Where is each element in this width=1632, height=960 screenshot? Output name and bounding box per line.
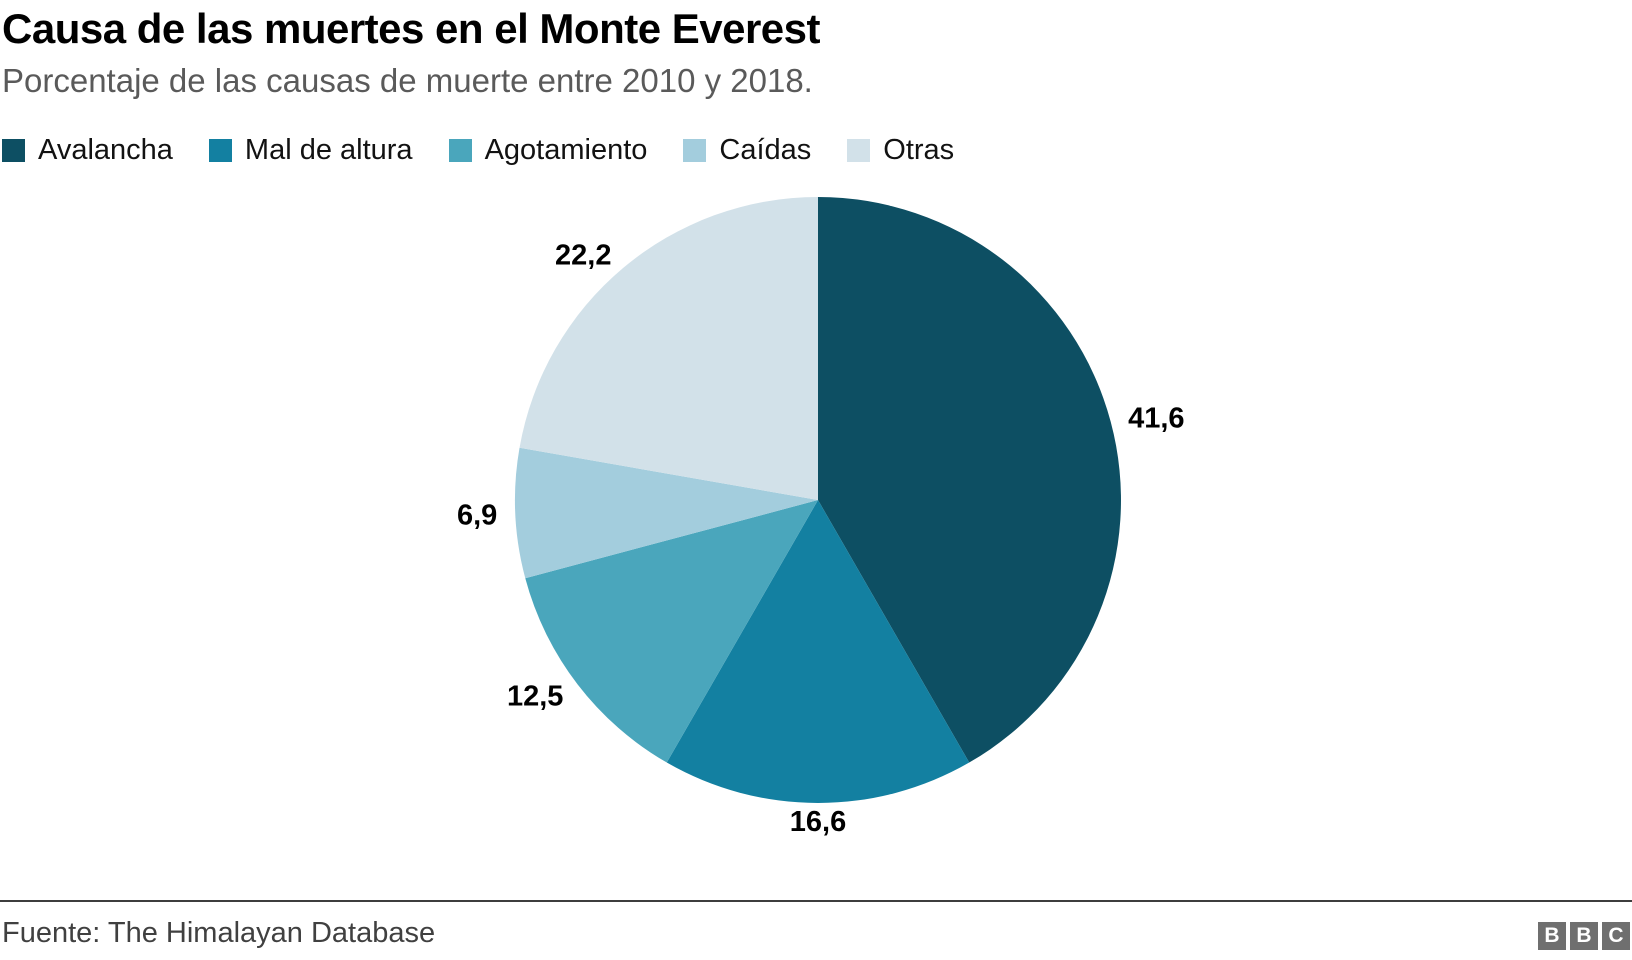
legend-swatch-icon	[448, 139, 472, 163]
legend-label: Otras	[883, 134, 955, 167]
bbc-logo-block: B	[1538, 922, 1566, 950]
legend-label: Agotamiento	[484, 134, 648, 167]
legend-swatch-icon	[2, 139, 25, 163]
legend-swatch-icon	[847, 139, 871, 163]
slice-value-label-caidas: 6,9	[457, 499, 497, 531]
chart-title: Causa de las muertes en el Monte Everest	[2, 5, 821, 52]
legend-label: Mal de altura	[244, 134, 413, 167]
slice-value-label-agotamiento: 12,5	[507, 681, 563, 713]
pie-slice-mal-de-altura	[666, 500, 970, 803]
pie-slice-otras	[519, 196, 818, 500]
slice-value-label-avalancha: 41,6	[1128, 402, 1184, 434]
legend-item-avalancha: Avalancha	[2, 134, 173, 167]
pie-slice-agotamiento	[525, 500, 818, 763]
legend-label: Caídas	[719, 134, 812, 167]
pie-slice-caidas	[514, 447, 818, 579]
legend-swatch-icon	[683, 139, 707, 163]
bbc-logo-block: C	[1602, 922, 1630, 950]
pie-chart: 41,6 16,6 12,5 6,9 22,2	[0, 178, 1632, 878]
legend-item-agotamiento: Agotamiento	[448, 134, 648, 167]
slice-value-label-otras: 22,2	[555, 239, 611, 271]
bbc-logo-block: B	[1570, 922, 1598, 950]
slice-value-label-mal-de-altura: 16,6	[790, 806, 846, 838]
legend-item-mal-de-altura: Mal de altura	[208, 134, 413, 167]
pie-slice-avalancha	[818, 197, 1121, 763]
legend-swatch-icon	[208, 139, 232, 163]
legend-item-caidas: Caídas	[683, 134, 811, 167]
chart-subtitle: Porcentaje de las causas de muerte entre…	[2, 62, 813, 100]
chart-header: Causa de las muertes en el Monte Everest…	[0, 0, 1632, 167]
pie-chart-svg: 41,6 16,6 12,5 6,9 22,2	[457, 196, 1185, 838]
legend-label: Avalancha	[38, 134, 173, 167]
source-attribution: Fuente: The Himalayan Database	[2, 917, 436, 949]
legend-item-otras: Otras	[847, 134, 954, 167]
legend: Avalancha Mal de altura Agotamiento Caídas O…	[2, 134, 1632, 167]
